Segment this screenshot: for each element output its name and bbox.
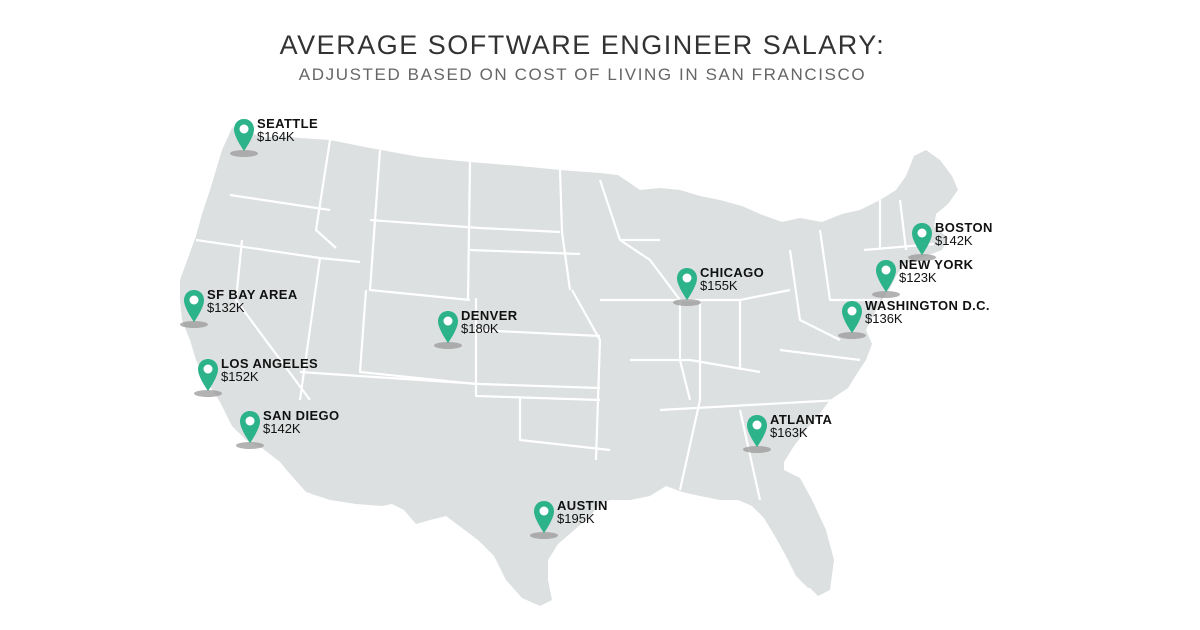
- city-name: ATLANTA: [770, 412, 833, 427]
- city-name: WASHINGTON D.C.: [865, 298, 990, 313]
- florida-landmass: [778, 470, 834, 596]
- city-salary: $142K: [935, 233, 973, 248]
- michigan-landmass: [700, 226, 744, 286]
- city-salary: $142K: [263, 421, 301, 436]
- marker-label: AUSTIN $195K: [557, 499, 608, 525]
- city-name: AUSTIN: [557, 498, 608, 513]
- marker-label: BOSTON $142K: [935, 221, 993, 247]
- page-title: AVERAGE SOFTWARE ENGINEER SALARY:: [279, 30, 886, 60]
- map-pin-icon: [438, 311, 458, 343]
- city-salary: $195K: [557, 511, 595, 526]
- marker-label: DENVER $180K: [461, 309, 518, 335]
- marker-label: CHICAGO $155K: [700, 266, 764, 292]
- city-name: NEW YORK: [899, 257, 974, 272]
- city-marker[interactable]: ATLANTA $163K: [743, 413, 832, 453]
- pin-shadow: [434, 342, 462, 349]
- state-borders: [195, 139, 935, 501]
- city-name: BOSTON: [935, 220, 993, 235]
- city-salary: $152K: [221, 369, 259, 384]
- city-marker[interactable]: CHICAGO $155K: [673, 266, 764, 306]
- city-salary: $136K: [865, 311, 903, 326]
- marker-label: NEW YORK $123K: [899, 258, 973, 284]
- marker-label: LOS ANGELES $152K: [221, 357, 318, 383]
- map-pin-icon: [912, 223, 932, 255]
- map-pin-icon: [876, 260, 896, 292]
- pin-shadow: [743, 446, 771, 453]
- city-marker[interactable]: DENVER $180K: [434, 309, 517, 349]
- map-pin-icon: [747, 415, 767, 447]
- city-salary: $155K: [700, 278, 738, 293]
- map-pin-icon: [534, 501, 554, 533]
- city-salary: $164K: [257, 129, 295, 144]
- city-marker[interactable]: WASHINGTON D.C. $136K: [838, 299, 990, 339]
- city-name: DENVER: [461, 308, 518, 323]
- marker-label: ATLANTA $163K: [770, 413, 832, 439]
- pin-shadow: [236, 442, 264, 449]
- city-name: SF BAY AREA: [207, 287, 298, 302]
- city-marker[interactable]: SAN DIEGO $142K: [236, 409, 339, 449]
- pin-shadow: [194, 390, 222, 397]
- pin-shadow: [230, 150, 258, 157]
- pin-shadow: [838, 332, 866, 339]
- pin-shadow: [908, 254, 936, 261]
- map-pin-icon: [184, 290, 204, 322]
- map-pin-icon: [677, 268, 697, 300]
- city-marker[interactable]: NEW YORK $123K: [872, 258, 973, 298]
- marker-label: SF BAY AREA $132K: [207, 288, 298, 314]
- marker-label: SEATTLE $164K: [257, 117, 318, 143]
- city-marker[interactable]: SEATTLE $164K: [230, 117, 318, 157]
- city-marker[interactable]: LOS ANGELES $152K: [194, 357, 318, 397]
- pin-shadow: [530, 532, 558, 539]
- city-salary: $163K: [770, 425, 808, 440]
- map-pin-icon: [842, 301, 862, 333]
- city-marker[interactable]: SF BAY AREA $132K: [180, 288, 297, 328]
- city-marker[interactable]: BOSTON $142K: [908, 221, 992, 261]
- city-salary: $180K: [461, 321, 499, 336]
- city-name: SAN DIEGO: [263, 408, 340, 423]
- marker-label: SAN DIEGO $142K: [263, 409, 340, 435]
- city-name: SEATTLE: [257, 116, 319, 131]
- map-pin-icon: [240, 411, 260, 443]
- city-marker[interactable]: AUSTIN $195K: [530, 499, 607, 539]
- michigan-up-landmass: [664, 214, 738, 240]
- map-pin-icon: [198, 359, 218, 391]
- marker-label: WASHINGTON D.C. $136K: [865, 299, 990, 325]
- us-landmass: [180, 128, 958, 606]
- city-name: LOS ANGELES: [221, 356, 319, 371]
- map-pin-icon: [234, 119, 254, 151]
- pin-shadow: [180, 321, 208, 328]
- pin-shadow: [673, 299, 701, 306]
- page-subtitle: ADJUSTED BASED ON COST OF LIVING IN SAN …: [298, 65, 867, 84]
- city-name: CHICAGO: [700, 265, 765, 280]
- pin-shadow: [872, 291, 900, 298]
- city-salary: $123K: [899, 270, 937, 285]
- city-salary: $132K: [207, 300, 245, 315]
